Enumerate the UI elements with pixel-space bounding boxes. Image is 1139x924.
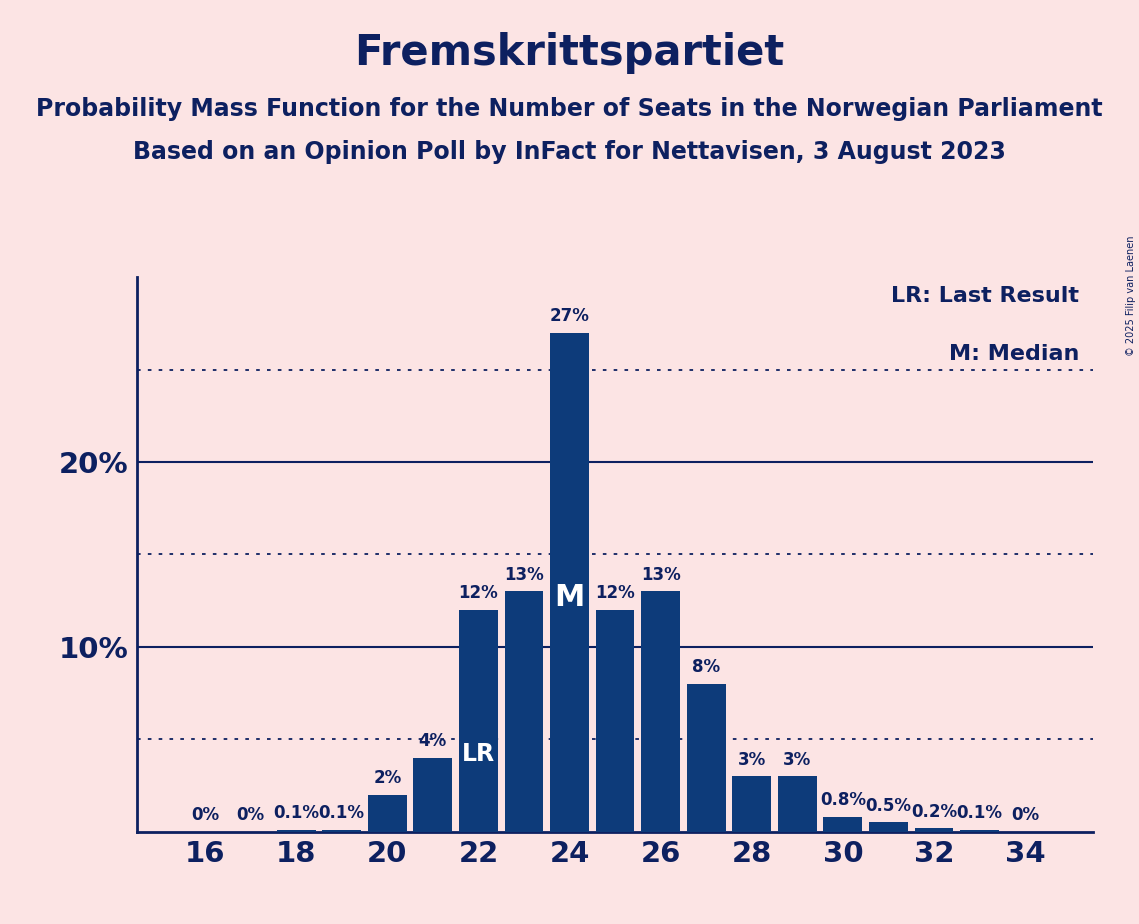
Bar (823, 817, 862, 832)
Text: 8%: 8% (693, 659, 720, 676)
Text: 12%: 12% (459, 585, 498, 602)
Text: 13%: 13% (505, 566, 543, 584)
Text: 12%: 12% (596, 585, 634, 602)
Text: 3%: 3% (738, 751, 765, 769)
Bar (641, 591, 680, 832)
Bar (322, 830, 361, 832)
Text: 0.1%: 0.1% (319, 805, 364, 822)
Bar (869, 822, 908, 832)
Text: 0.1%: 0.1% (957, 805, 1002, 822)
Text: 13%: 13% (641, 566, 680, 584)
Bar (459, 610, 498, 832)
Text: 2%: 2% (374, 770, 401, 787)
Text: M: Median: M: Median (949, 344, 1079, 364)
Bar (277, 830, 316, 832)
Text: 27%: 27% (549, 308, 590, 325)
Bar (687, 684, 726, 832)
Bar (505, 591, 543, 832)
Text: Based on an Opinion Poll by InFact for Nettavisen, 3 August 2023: Based on an Opinion Poll by InFact for N… (133, 140, 1006, 164)
Bar (960, 830, 999, 832)
Text: 0%: 0% (237, 807, 264, 824)
Bar (732, 776, 771, 832)
Bar (413, 758, 452, 832)
Text: LR: LR (461, 742, 495, 766)
Text: Fremskrittspartiet: Fremskrittspartiet (354, 32, 785, 74)
Text: © 2025 Filip van Laenen: © 2025 Filip van Laenen (1126, 236, 1136, 356)
Text: M: M (555, 583, 584, 612)
Bar (915, 828, 953, 832)
Text: 3%: 3% (784, 751, 811, 769)
Bar (778, 776, 817, 832)
Text: 0.5%: 0.5% (866, 797, 911, 815)
Bar (550, 333, 589, 832)
Text: 0%: 0% (1011, 807, 1039, 824)
Text: 0.1%: 0.1% (273, 805, 319, 822)
Text: 0.8%: 0.8% (820, 792, 866, 809)
Text: 0.2%: 0.2% (911, 803, 957, 821)
Text: LR: Last Result: LR: Last Result (891, 286, 1079, 306)
Bar (368, 795, 407, 832)
Text: Probability Mass Function for the Number of Seats in the Norwegian Parliament: Probability Mass Function for the Number… (36, 97, 1103, 121)
Text: 4%: 4% (419, 733, 446, 750)
Bar (596, 610, 634, 832)
Text: 0%: 0% (191, 807, 219, 824)
